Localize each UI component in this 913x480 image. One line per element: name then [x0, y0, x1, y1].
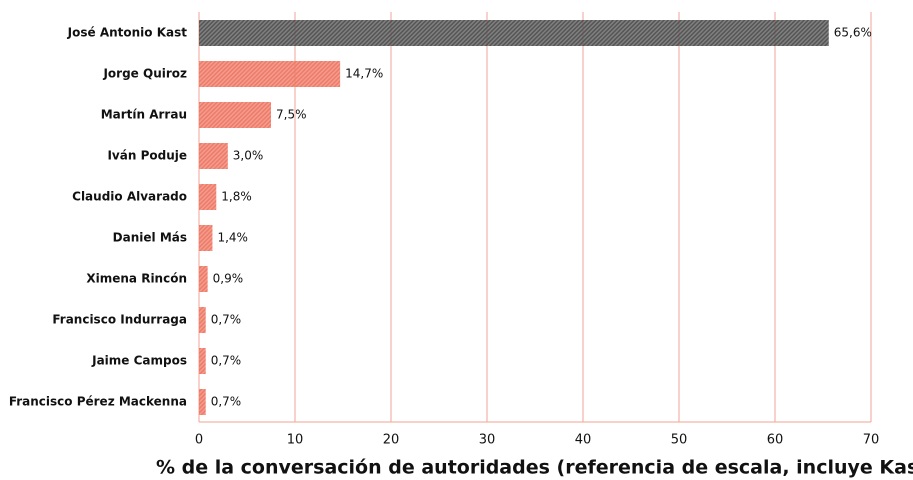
- value-label: 7,5%: [276, 108, 307, 122]
- bar: [199, 266, 208, 292]
- value-label: 0,7%: [211, 395, 242, 409]
- bar: [199, 184, 217, 210]
- value-label: 65,6%: [834, 26, 872, 40]
- bar: [199, 348, 206, 374]
- y-tick-label: José Antonio Kast: [67, 26, 188, 40]
- bar: [199, 143, 228, 169]
- x-tick-label: 30: [479, 433, 496, 448]
- value-label: 14,7%: [345, 67, 383, 81]
- y-tick-label: Iván Poduje: [107, 149, 187, 163]
- y-tick-label: Jaime Campos: [91, 354, 187, 368]
- x-tick-label: 40: [575, 433, 592, 448]
- x-tick-label: 20: [383, 433, 400, 448]
- y-tick-label: Claudio Alvarado: [72, 190, 187, 204]
- value-label: 0,7%: [211, 313, 242, 327]
- x-axis-label: % de la conversación de autoridades (ref…: [156, 457, 913, 479]
- bar: [199, 61, 341, 87]
- x-tick-label: 0: [195, 433, 203, 448]
- value-label: 1,8%: [221, 190, 252, 204]
- value-label: 1,4%: [217, 231, 248, 245]
- x-tick-label: 60: [767, 433, 784, 448]
- value-label: 0,9%: [213, 272, 244, 286]
- y-tick-label: Francisco Pérez Mackenna: [9, 395, 187, 409]
- bar: [199, 20, 829, 46]
- bar: [199, 225, 213, 251]
- y-tick-label: Daniel Más: [113, 231, 187, 245]
- x-tick-label: 70: [863, 433, 880, 448]
- bar: [199, 307, 206, 333]
- bar: [199, 102, 271, 128]
- y-tick-label: Francisco Indurraga: [52, 313, 187, 327]
- y-tick-label: Ximena Rincón: [86, 272, 187, 286]
- value-label: 3,0%: [233, 149, 263, 163]
- x-tick-label: 50: [671, 433, 688, 448]
- y-tick-label: Martín Arrau: [101, 108, 187, 122]
- y-tick-label: Jorge Quiroz: [102, 67, 187, 81]
- x-tick-label: 10: [287, 433, 304, 448]
- bar: [199, 389, 206, 415]
- value-label: 0,7%: [211, 354, 242, 368]
